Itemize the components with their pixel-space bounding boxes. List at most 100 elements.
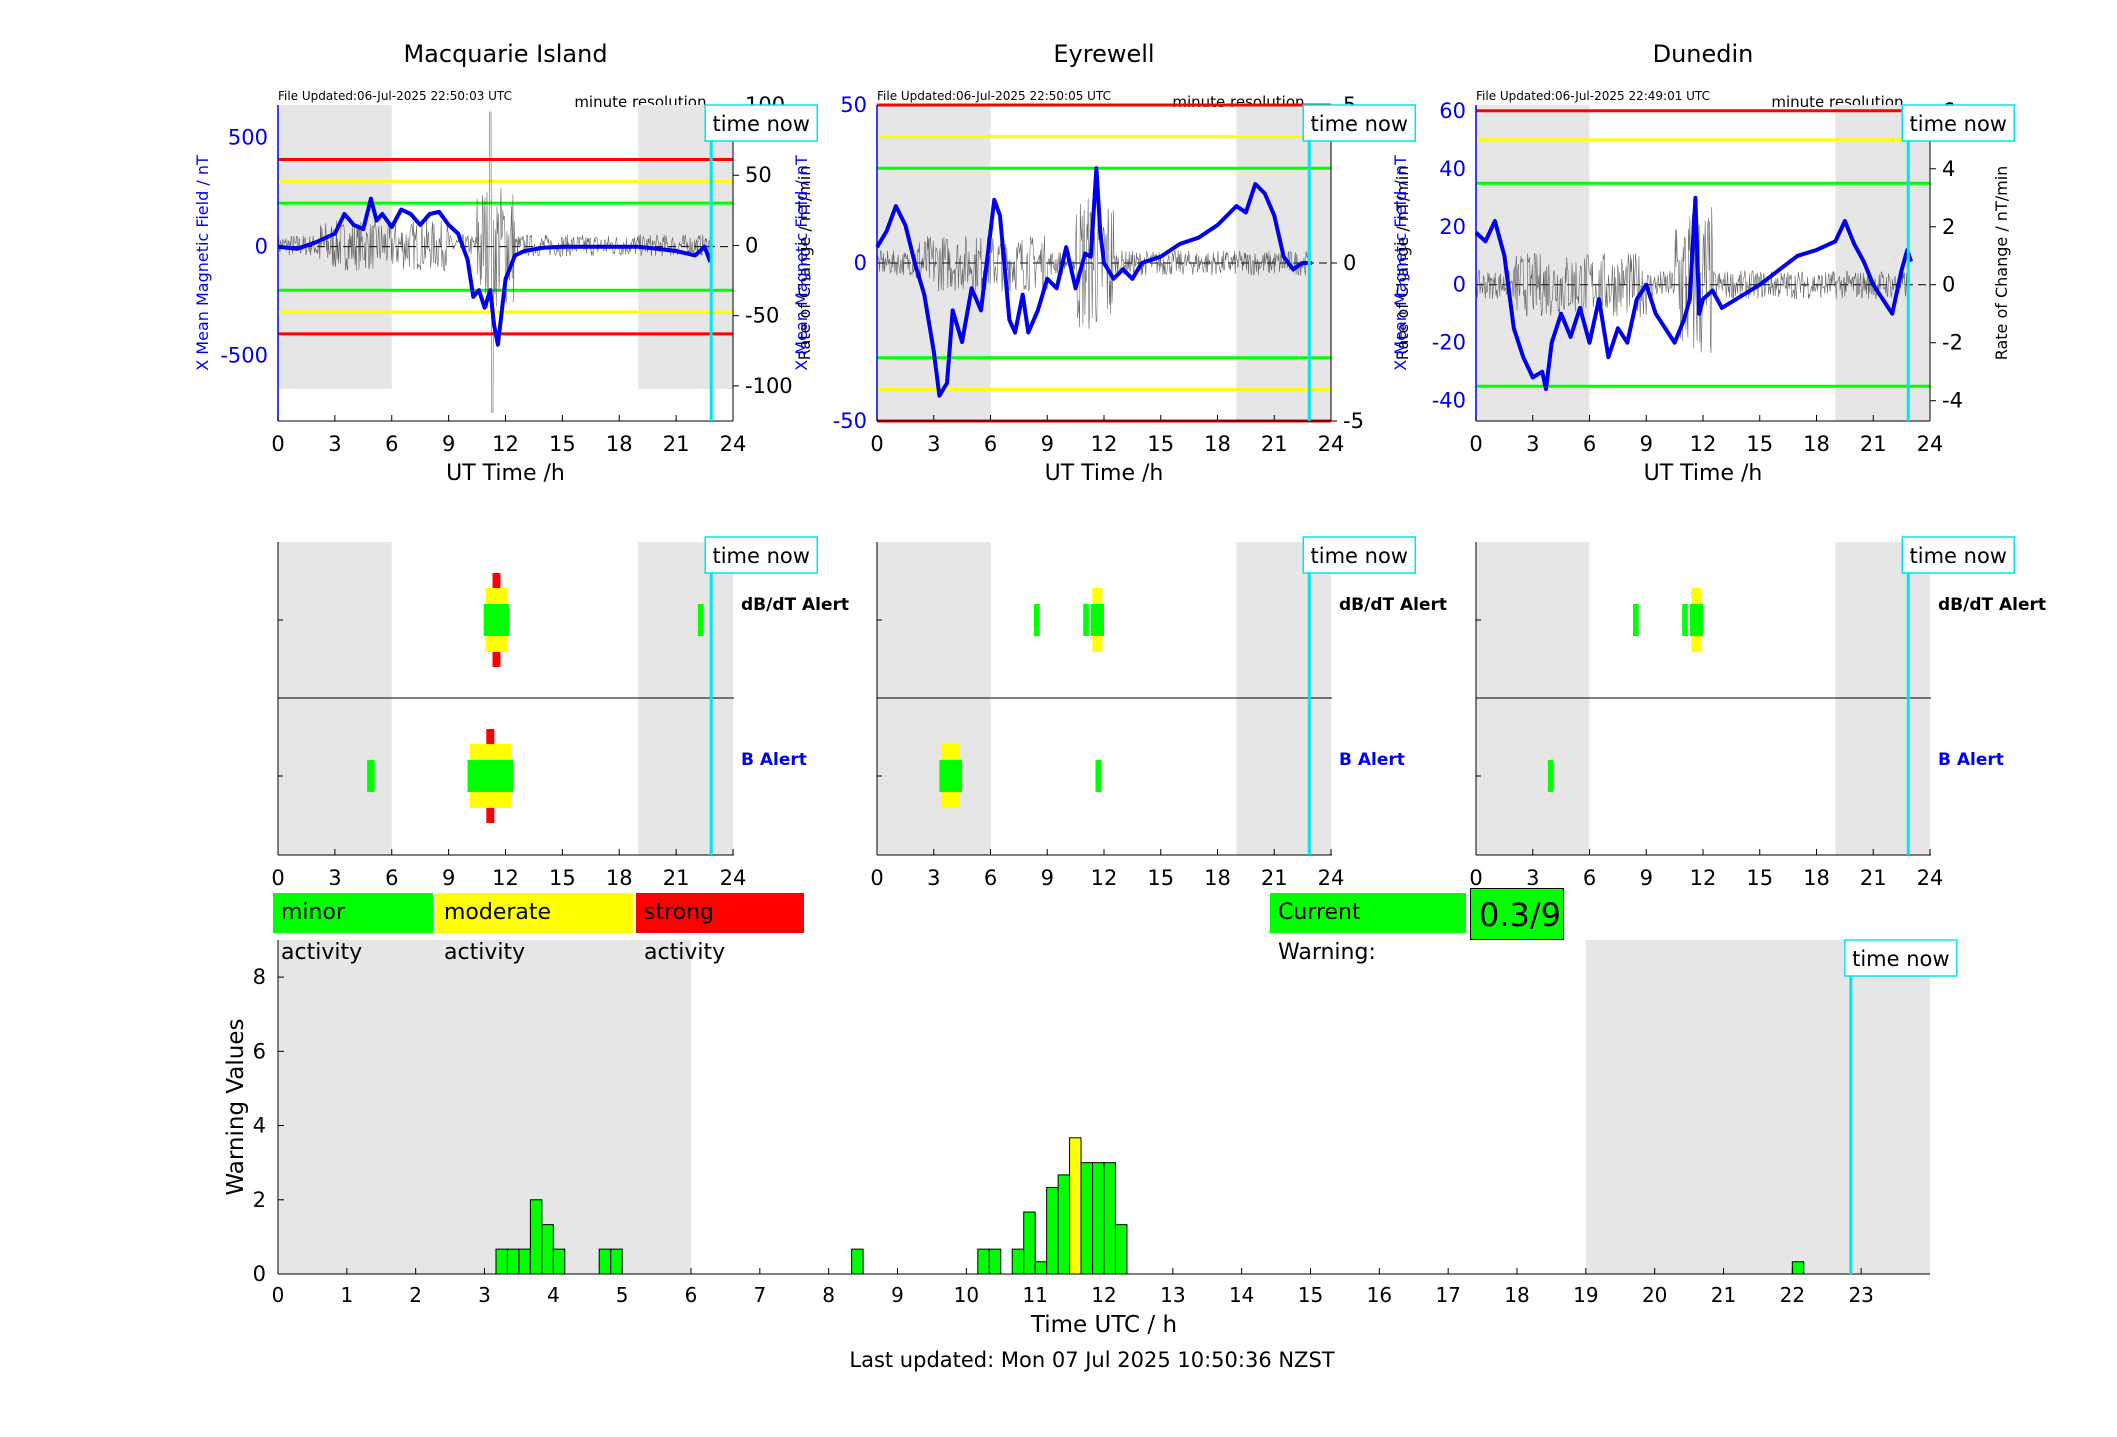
y-tick-label: 4 (253, 1114, 266, 1138)
station-field-panels: Macquarie Island File Updated:06-Jul-2025… (193, 40, 2015, 486)
x-tick-label: 19 (1573, 1283, 1598, 1307)
time-now-box (1901, 104, 2015, 142)
alert-minor-mark (1682, 604, 1688, 636)
x-tick-label: 1 (340, 1283, 353, 1307)
x-tick-label: 6 (984, 866, 997, 890)
night-shading (1585, 940, 1930, 1274)
x-tick-label: 9 (1640, 432, 1653, 456)
alert-minor-mark (1034, 604, 1040, 636)
x-tick-label: 24 (720, 866, 747, 890)
warning-bar (506, 1248, 520, 1275)
alert-minor-mark (1689, 604, 1703, 636)
time-now-box (1844, 939, 1958, 977)
left-tick-label: -20 (1432, 331, 1466, 355)
x-tick-label: 24 (720, 432, 747, 456)
left-tick-label: 20 (1439, 215, 1466, 239)
x-tick-label: 0 (1469, 432, 1482, 456)
x-tick-label: 9 (1041, 432, 1054, 456)
warning-bar (988, 1248, 1002, 1275)
legend-minor: minor activity (273, 893, 433, 965)
file-updated-label: File Updated:06-Jul-2025 22:50:03 UTC (278, 89, 512, 103)
alert-minor-mark (939, 760, 963, 792)
x-tick-label: 17 (1435, 1283, 1460, 1307)
x-tick-label: 4 (547, 1283, 560, 1307)
night-shading (1476, 105, 1590, 421)
time-now-box (1901, 536, 2015, 574)
x-tick-label: 23 (1848, 1283, 1873, 1307)
x-tick-label: 6 (385, 866, 398, 890)
x-tick-label: 12 (492, 866, 519, 890)
warning-bar (610, 1248, 623, 1275)
x-tick-label: 9 (891, 1283, 904, 1307)
warning-bar (1080, 1162, 1094, 1275)
warning-bar (1046, 1187, 1059, 1275)
y-tick-label: 0 (253, 1262, 266, 1286)
alert-minor-mark (483, 604, 510, 636)
x-tick-label: 18 (1504, 1283, 1529, 1307)
time-now-label: time now (1852, 947, 1949, 971)
x-tick-label: 0 (272, 1283, 285, 1307)
footer-last-updated: Last updated: Mon 07 Jul 2025 10:50:36 N… (849, 1348, 1334, 1372)
left-tick-label: -40 (1432, 389, 1466, 413)
x-tick-label: 15 (549, 432, 576, 456)
x-tick-label: 15 (1746, 432, 1773, 456)
station-alert-panels: dB/dT Alert B Alert 0 3 6 9 12 15 18 21 24 time now… (271, 536, 2046, 890)
x-tick-label: 14 (1229, 1283, 1254, 1307)
magnetic-field-line (277, 196, 713, 347)
warning-bar (1791, 1261, 1805, 1275)
x-tick-label: 15 (1298, 1283, 1323, 1307)
x-tick-label: 2 (409, 1283, 422, 1307)
right-tick-label: -5 (1343, 409, 1364, 433)
x-tick-label: 5 (616, 1283, 629, 1307)
left-tick-label: 50 (840, 93, 867, 117)
x-axis-label: Time UTC / h (1030, 1312, 1177, 1338)
magnetic-field-line (875, 166, 1313, 398)
dbdt-alert-label: dB/dT Alert (1339, 595, 1447, 615)
x-tick-label: 6 (1583, 432, 1596, 456)
magnetic-field-line (1474, 195, 1914, 392)
right-axis-label: Rate of Change / nT/min (1393, 166, 1412, 361)
alert-minor-mark (367, 760, 375, 792)
b-alert-label: B Alert (1339, 750, 1405, 770)
x-tick-label: 0 (870, 432, 883, 456)
left-tick-label: 40 (1439, 157, 1466, 181)
x-tick-label: 21 (1860, 866, 1887, 890)
alert-minor-mark (697, 604, 704, 636)
night-shading (1835, 105, 1930, 421)
warning-bar (1057, 1174, 1071, 1275)
x-tick-label: 6 (385, 432, 398, 456)
x-tick-label: 12 (492, 432, 519, 456)
right-axis-label: Rate of Change / nT/min (1992, 166, 2011, 361)
x-tick-label: 24 (1917, 432, 1944, 456)
legend-moderate: moderate activity (436, 893, 633, 965)
warning-values-chart: 0 1 2 3 4 5 6 7 8 9 10 11 12 13 14 15 16 17 18 19 20 21 22 2302… (223, 939, 1958, 1338)
station-title: Macquarie Island (403, 40, 607, 68)
x-tick-label: 9 (442, 432, 455, 456)
x-axis-label: UT Time /h (446, 461, 565, 486)
right-axis-label: Rate of Change / nT/min (795, 166, 814, 361)
x-tick-label: 24 (1917, 866, 1944, 890)
warning-bar (541, 1224, 554, 1275)
time-now-label: time now (1311, 544, 1408, 568)
alert-minor-mark (1095, 760, 1102, 792)
x-tick-label: 10 (954, 1283, 979, 1307)
time-now-box (1302, 536, 1416, 574)
time-now-label: time now (712, 112, 809, 136)
warning-bar (529, 1199, 543, 1275)
right-tick-label: 0 (1942, 273, 1955, 297)
alert-minor-mark (1083, 604, 1089, 636)
warning-bar (1011, 1248, 1025, 1275)
time-now-box (1302, 104, 1416, 142)
x-tick-label: 15 (1746, 866, 1773, 890)
night-shading (278, 940, 691, 1274)
x-tick-label: 18 (1204, 866, 1231, 890)
left-axis-label: X Mean Magnetic Field / nT (792, 155, 811, 371)
x-tick-label: 3 (1526, 432, 1539, 456)
x-tick-label: 6 (984, 432, 997, 456)
x-tick-label: 3 (328, 432, 341, 456)
x-tick-label: 18 (1803, 432, 1830, 456)
right-tick-label: -2 (1942, 331, 1963, 355)
x-tick-label: 8 (822, 1283, 835, 1307)
dbdt-alert-label: dB/dT Alert (741, 595, 849, 615)
